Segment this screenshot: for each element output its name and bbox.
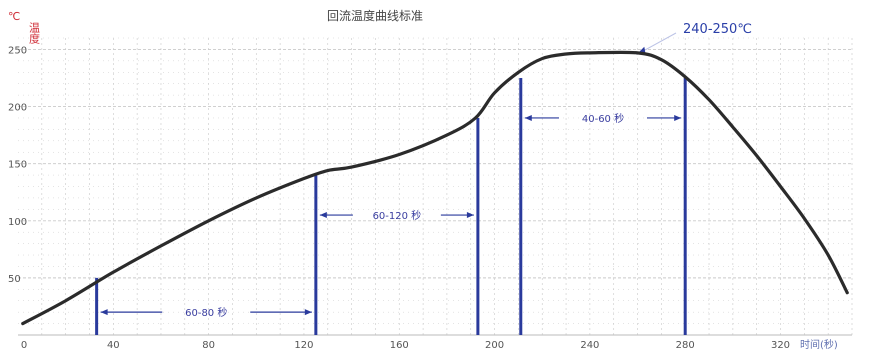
temperature-curve: [21, 50, 849, 326]
annotation-arrowhead: [524, 114, 532, 121]
grid: [18, 37, 853, 336]
peak-label: 240-250℃: [683, 22, 752, 37]
annotation-arrowhead: [319, 212, 327, 219]
annotation-arrowhead: [304, 309, 312, 316]
y-tick-label: 250: [8, 45, 27, 56]
y-axis-label: 温度: [28, 22, 41, 45]
y-tick-label: 50: [8, 274, 21, 285]
x-tick-label: 200: [485, 340, 504, 351]
x-tick-label: 320: [771, 340, 790, 351]
annotation-label: 40-60 秒: [582, 112, 624, 125]
annotations: 60-80 秒 60-120 秒 40-60 秒: [100, 32, 682, 319]
annotation-label: 60-120 秒: [373, 209, 422, 222]
annotation-arrowhead: [100, 309, 108, 316]
y-tick-label: 200: [8, 103, 27, 114]
curve-layer: [21, 50, 849, 326]
y-unit-symbol: ℃: [8, 10, 20, 23]
annotation-arrowhead: [674, 114, 682, 121]
x-axis-label: 时间(秒): [800, 338, 838, 351]
annotation-arrowhead: [466, 212, 474, 219]
marker-lines: [95, 77, 687, 335]
x-tick-label: 0: [21, 340, 27, 351]
y-tick-label: 100: [8, 217, 27, 228]
x-tick-label: 80: [202, 340, 215, 351]
annotation-label: 60-80 秒: [185, 306, 227, 319]
chart-title: 回流温度曲线标准: [327, 8, 423, 23]
x-tick-label: 280: [676, 340, 695, 351]
labels: 回流温度曲线标准 ℃ 温度 时间(秒) 240-250℃ 0 40 80 120 160…: [8, 8, 838, 351]
y-tick-label: 150: [8, 160, 27, 171]
x-tick-label: 240: [580, 340, 599, 351]
x-tick-label: 40: [107, 340, 120, 351]
x-tick-label: 120: [294, 340, 313, 351]
x-tick-label: 160: [390, 340, 409, 351]
